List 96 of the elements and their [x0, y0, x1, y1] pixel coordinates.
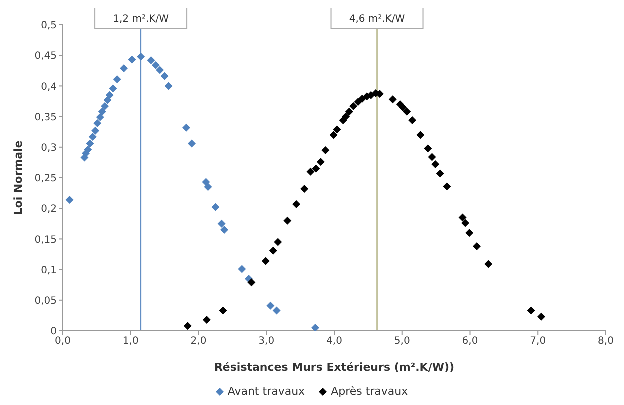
point: [432, 160, 440, 169]
y-tick-label: 0,3: [41, 142, 57, 154]
point: [113, 75, 122, 84]
point: [106, 91, 114, 100]
point: [345, 108, 354, 116]
point: [311, 324, 320, 331]
point: [184, 322, 192, 330]
point: [88, 132, 97, 141]
point: [248, 278, 256, 287]
point: [94, 120, 102, 128]
point: [220, 226, 229, 234]
point: [218, 220, 226, 228]
x-tick-label: 6,0: [462, 336, 478, 348]
y-tick-label: 0,25: [34, 174, 57, 185]
point: [312, 164, 320, 173]
point: [358, 95, 366, 104]
point: [316, 158, 325, 166]
x-tick-label: 4,0: [326, 336, 342, 348]
point: [458, 214, 467, 222]
point: [416, 131, 425, 140]
point: [128, 56, 136, 64]
point: [202, 316, 211, 324]
point: [84, 146, 92, 154]
y-tick-label: 0,45: [34, 51, 57, 62]
x-tick-label: 2,0: [190, 336, 207, 348]
point: [137, 52, 146, 61]
point: [274, 238, 282, 246]
x-tick-label: 0,0: [55, 336, 71, 348]
y-tick-label: 0,05: [34, 296, 57, 307]
point: [292, 200, 300, 208]
point: [262, 257, 270, 266]
point: [408, 116, 417, 124]
point: [219, 306, 228, 315]
y-tick-label: 0,15: [34, 234, 57, 246]
x-tick-label: 3,0: [258, 336, 275, 348]
point: [152, 61, 160, 70]
point: [92, 126, 100, 135]
point: [204, 183, 212, 192]
point: [350, 102, 358, 110]
point: [330, 131, 338, 140]
point: [443, 182, 452, 191]
y-axis-title: Loi Normale: [12, 140, 25, 216]
point: [66, 196, 74, 204]
ref-line-label: 4,6 m².K/W: [349, 14, 406, 25]
ref-line-label: 1,2 m².K/W: [113, 14, 170, 25]
point: [462, 219, 470, 228]
point: [538, 312, 546, 321]
point: [473, 242, 482, 251]
point: [284, 216, 292, 225]
point: [238, 265, 246, 274]
point: [120, 64, 128, 72]
x-tick-label: 5,0: [394, 336, 410, 348]
point: [436, 170, 444, 178]
point: [101, 102, 110, 110]
y-tick-label: 0: [50, 326, 57, 338]
point: [272, 306, 281, 315]
point: [86, 140, 94, 148]
point: [333, 126, 342, 134]
point: [428, 153, 436, 162]
label-frame: 1,2 m².K/W: [94, 8, 188, 30]
point: [164, 82, 173, 90]
x-axis-title: Résistances Murs Extérieurs (m².K/W)): [214, 361, 455, 374]
point: [156, 66, 164, 74]
point: [269, 246, 278, 255]
y-tick-label: 0,1: [41, 265, 57, 276]
y-tick-label: 0,2: [41, 204, 57, 216]
legend-label: Avant travaux: [228, 385, 306, 398]
point: [484, 260, 493, 268]
legend-label: Après travaux: [331, 385, 408, 398]
point: [188, 140, 196, 148]
point: [322, 146, 330, 154]
x-tick-label: 1,0: [122, 336, 139, 348]
point: [109, 84, 118, 93]
point: [527, 306, 536, 315]
point: [399, 104, 408, 112]
x-tick-label: 7,0: [530, 336, 546, 348]
point: [466, 229, 474, 238]
point: [306, 168, 315, 176]
x-tick-label: 8,0: [598, 336, 614, 348]
point: [98, 108, 106, 116]
y-tick-label: 0,5: [41, 20, 57, 32]
point: [147, 56, 156, 64]
point: [160, 72, 169, 80]
point: [212, 203, 220, 212]
point: [424, 144, 432, 153]
point: [182, 124, 191, 132]
y-tick-label: 0,35: [34, 112, 57, 124]
point: [96, 113, 104, 122]
point: [403, 108, 412, 116]
y-tick-label: 0,4: [41, 82, 57, 93]
point: [300, 185, 309, 194]
point: [266, 302, 275, 310]
point: [388, 96, 397, 104]
label-frame: 4,6 m².K/W: [330, 8, 424, 30]
point: [202, 178, 210, 186]
point: [342, 112, 350, 121]
